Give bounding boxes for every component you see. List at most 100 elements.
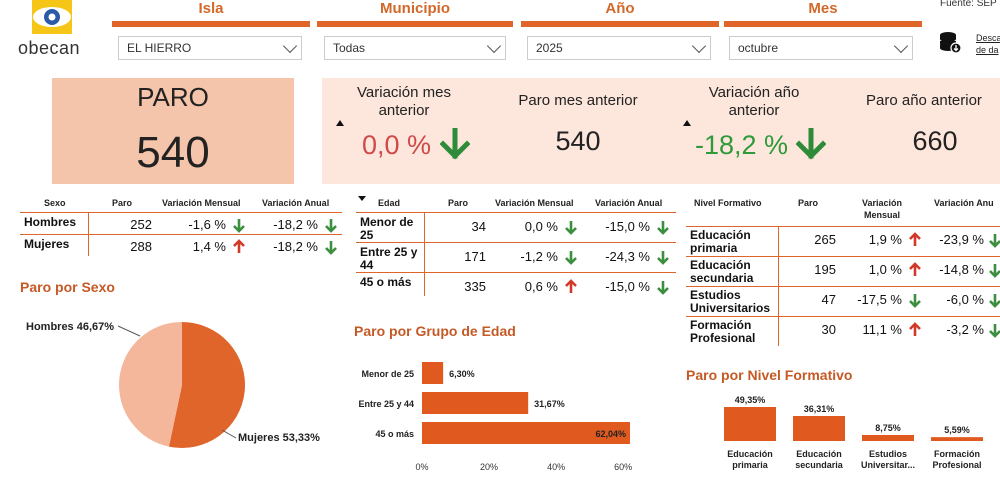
filter-anio-value: 2025 (536, 41, 563, 55)
bar-chart-edad: Menor de 25 6,30% Entre 25 y 44 31,67% 45 o … (358, 362, 632, 472)
section-title-edad: Paro por Grupo de Edad (354, 323, 516, 339)
kpi-var-anio-label: Variación año anterior (694, 84, 814, 120)
kpi-var-anio-label-line2: anterior (728, 102, 780, 119)
sexo-header-vm: Variación Mensual (162, 198, 241, 208)
table-divider (356, 212, 676, 213)
table-divider (686, 286, 1000, 287)
sexo-row-vm: -1,6 % (188, 217, 226, 232)
kpi-paro-mes-value: 540 (555, 126, 601, 156)
arrow-down-icon (657, 251, 669, 265)
sexo-row-va-arrow (320, 217, 338, 236)
nivel-row-paro: 195 (814, 262, 836, 277)
kpi-var-mes-label-line2: anterior (378, 102, 430, 119)
edad-row-vm: -1,2 % (520, 249, 558, 264)
nivel-row-vm: 11,1 % (862, 322, 902, 337)
edad-row-label-line1: Menor de (360, 215, 414, 229)
sexo-row-paro: 288 (130, 239, 152, 254)
nivel-header-nivel: Nivel Formativo (694, 198, 762, 208)
filter-isla-title: Isla (198, 0, 224, 17)
table-divider (686, 226, 1000, 227)
nivel-row-vm: 1,0 % (868, 262, 902, 277)
nivel-row-label-line2: Universitarios (690, 301, 771, 315)
nivel-row-vm-arrow (904, 232, 922, 251)
sort-triangle-icon (336, 120, 344, 126)
nivel-row-va-arrow (984, 292, 1000, 311)
section-title-sexo: Paro por Sexo (20, 279, 115, 295)
obecan-logo-icon (32, 0, 72, 34)
age-bar-value: 62,04% (595, 429, 626, 439)
nivel-bar (862, 434, 914, 441)
sexo-header-va: Variación Anual (262, 198, 330, 208)
arrow-down-icon (565, 251, 577, 265)
age-axis-tick: 0% (415, 462, 428, 472)
arrow-down-icon (989, 324, 1000, 338)
nivel-header-vm1: Variación (862, 198, 903, 208)
chevron-down-icon (486, 38, 502, 54)
table-divider (20, 234, 342, 235)
sexo-row-va: -18,2 % (273, 217, 318, 232)
filter-mes-select[interactable]: octubre (729, 36, 913, 60)
pie-slice-hombres (118, 322, 182, 447)
nivel-bar-label-line1: Estudios (869, 449, 907, 459)
nivel-bar-label-line1: Educación (727, 449, 773, 459)
filter-isla-select[interactable]: EL HIERRO (118, 36, 302, 60)
nivel-row-va-arrow (984, 262, 1000, 281)
filter-anio-bar (521, 21, 719, 27)
chevron-down-icon (893, 38, 909, 54)
nivel-row-label-line1: Educación (690, 228, 751, 242)
filter-municipio-select[interactable]: Todas (324, 36, 506, 60)
download-link[interactable]: Desca de da (976, 32, 1000, 56)
pie-chart-sexo: Hombres 46,67% Mujeres 53,33% (26, 321, 320, 448)
arrow-down-icon (233, 219, 245, 233)
age-bar-value: 6,30% (449, 369, 475, 379)
nivel-header-va: Variación Anu (934, 198, 994, 208)
chevron-down-icon (282, 38, 298, 54)
pie-label-mujeres: Mujeres 53,33% (238, 432, 320, 444)
nivel-bar-value: 36,31% (804, 404, 835, 414)
table-divider (20, 212, 342, 213)
arrow-down-icon (989, 264, 1000, 278)
age-axis-tick: 40% (547, 462, 565, 472)
source-text: Fuente: SEP (940, 0, 997, 9)
filter-municipio-bar (317, 21, 513, 27)
filter-isla-bar (112, 21, 310, 27)
kpi-paro-mes-label: Paro mes anterior (518, 92, 638, 109)
sort-desc-icon (358, 196, 366, 201)
nivel-bar-label-line2: Universitar... (861, 460, 915, 470)
nivel-row-vm-arrow (904, 322, 922, 341)
nivel-row-label: Educación secundaria (690, 259, 753, 285)
age-bar-label: 45 o más (375, 429, 414, 439)
nivel-row-va: -14,8 % (939, 262, 984, 277)
nivel-row-vm-arrow (904, 262, 922, 281)
edad-row-label-line1: Entre 25 y (360, 245, 418, 259)
nivel-row-paro: 30 (821, 322, 836, 337)
nivel-row-va-arrow (984, 322, 1000, 341)
section-title-nivel: Paro por Nivel Formativo (686, 367, 853, 383)
sexo-row-va: -18,2 % (273, 239, 318, 254)
age-bar-label: Menor de 25 (361, 369, 414, 379)
database-download-icon[interactable] (938, 30, 962, 54)
age-bar-label: Entre 25 y 44 (358, 399, 414, 409)
nivel-row-label-line2: primaria (690, 241, 738, 255)
edad-row-label: Menor de 25 (360, 216, 413, 242)
nivel-row-label: Educación primaria (690, 229, 751, 255)
kpi-paro-card: PARO 540 (52, 78, 294, 184)
filter-isla-value: EL HIERRO (127, 41, 192, 55)
filter-anio-select[interactable]: 2025 (527, 36, 711, 60)
edad-row-vm-arrow (560, 279, 578, 298)
edad-row-label-line1: 45 o más (360, 275, 412, 289)
edad-row-label: Entre 25 y 44 (360, 246, 417, 272)
age-bar-value: 31,67% (534, 399, 565, 409)
filter-mes-value: octubre (738, 41, 779, 55)
nivel-bar-value: 49,35% (735, 395, 766, 405)
nivel-row-vm: 1,9 % (868, 232, 902, 247)
table-divider (356, 272, 676, 273)
arrow-up-icon (565, 279, 577, 293)
nivel-bar-label-line2: primaria (732, 460, 769, 470)
nivel-header-vm2: Mensual (864, 210, 901, 220)
nivel-row-paro: 265 (814, 232, 836, 247)
edad-row-vm: 0,0 % (524, 219, 558, 234)
pie-leader-line (117, 325, 141, 337)
nivel-bar (724, 407, 776, 441)
age-bar (422, 422, 630, 444)
